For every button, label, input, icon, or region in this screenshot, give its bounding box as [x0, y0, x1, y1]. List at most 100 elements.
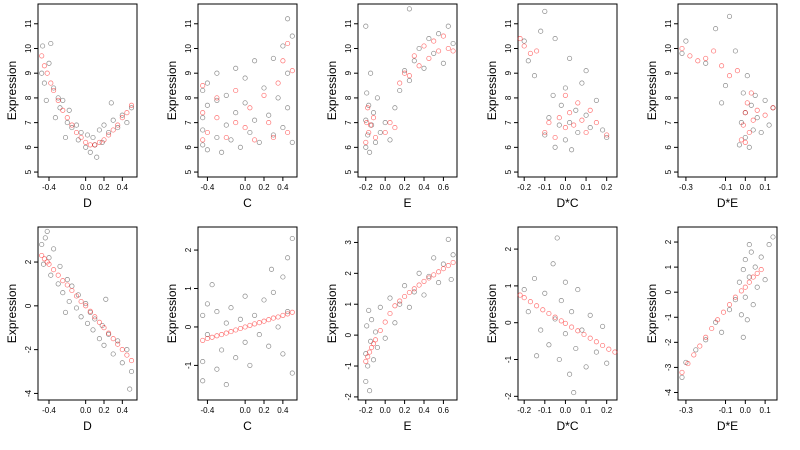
y-tick-label: 7: [184, 120, 193, 125]
x-tick-label: 0.0: [560, 406, 572, 415]
observed-point: [587, 312, 593, 318]
observed-point: [758, 254, 764, 260]
fitted-point: [228, 329, 234, 335]
observed-point: [200, 142, 206, 148]
fitted-point: [546, 310, 552, 317]
x-tick-label: -0.4: [201, 183, 215, 192]
y-axis-label: Expression: [325, 284, 339, 343]
fitted-point: [101, 137, 107, 143]
observed-point: [579, 327, 585, 333]
panel-8: -0.2 0.0 0.2 0.4 0.6 -2 -1 0 1 2 3 E Expression: [325, 226, 458, 433]
observed-point: [280, 274, 286, 280]
observed-point: [219, 149, 225, 155]
observed-point: [546, 115, 552, 121]
y-tick-label: 2: [344, 271, 353, 276]
plot-frame: [357, 3, 458, 178]
observed-point: [679, 374, 685, 380]
observed-point: [204, 102, 210, 108]
observed-point: [365, 363, 371, 369]
observed-point: [552, 144, 558, 150]
y-tick-label: 2: [184, 247, 193, 252]
observed-point: [556, 356, 562, 363]
fitted-point: [41, 63, 47, 69]
observed-point: [266, 343, 272, 349]
fitted-point: [575, 100, 581, 106]
fitted-point: [679, 369, 685, 375]
observed-point: [366, 307, 372, 313]
fitted-point: [542, 129, 548, 136]
observed-point: [289, 370, 295, 376]
y-tick-label: 8: [504, 95, 513, 100]
observed-point: [583, 68, 589, 74]
fitted-point: [266, 317, 272, 323]
observed-point: [766, 242, 772, 248]
observed-point: [261, 297, 267, 303]
fitted-point: [762, 112, 768, 118]
fitted-point: [738, 137, 744, 143]
plot-frame: [197, 3, 298, 178]
fitted-point: [69, 287, 75, 294]
y-tick-label: 6: [344, 145, 353, 150]
observed-point: [200, 378, 206, 384]
fitted-point: [200, 137, 206, 143]
observed-point: [124, 120, 130, 126]
fitted-point: [579, 117, 585, 123]
observed-point: [200, 359, 206, 365]
x-tick-label: 0.4: [418, 183, 430, 192]
observed-point: [247, 362, 253, 368]
observed-point: [411, 289, 417, 295]
observed-point: [365, 132, 371, 138]
fitted-point: [365, 354, 371, 360]
y-tick-label: 8: [24, 95, 33, 100]
y-tick-label: 7: [504, 120, 513, 125]
y-tick-label: 9: [504, 70, 513, 75]
observed-point: [233, 65, 239, 71]
fitted-point: [200, 83, 206, 89]
fitted-point: [270, 315, 276, 321]
x-tick-label: 0.0: [380, 183, 392, 192]
observed-point: [421, 292, 427, 298]
fitted-point: [421, 278, 427, 284]
observed-point: [392, 105, 398, 111]
observed-point: [703, 337, 709, 343]
observed-point: [567, 371, 573, 377]
y-tick-label: -1: [184, 361, 193, 369]
observed-point: [552, 316, 558, 322]
fitted-point: [571, 122, 577, 128]
fitted-point: [552, 314, 558, 320]
observed-point: [62, 134, 69, 141]
panel-3: -0.2 0.0 0.2 0.4 0.6 5 6 7 8 9 10 11 E Expression: [325, 3, 458, 210]
x-tick-label: 0.2: [399, 406, 411, 415]
observed-point: [66, 107, 72, 113]
fitted-point: [368, 122, 374, 128]
observed-point: [525, 309, 531, 315]
y-axis-label: Expression: [5, 61, 19, 120]
observed-point: [550, 92, 556, 98]
observed-point: [542, 132, 548, 138]
fitted-point: [583, 129, 589, 136]
x-tick-label: 0.1: [760, 406, 772, 415]
observed-point: [363, 378, 369, 385]
fitted-point: [703, 334, 709, 340]
x-tick-label: 0.4: [117, 183, 129, 192]
observed-point: [200, 115, 206, 121]
fitted-point: [440, 266, 446, 272]
fitted-point: [450, 259, 456, 266]
observed-point: [242, 339, 248, 345]
fitted-point: [748, 90, 754, 96]
fitted-point: [363, 139, 369, 145]
observed-point: [101, 122, 107, 128]
x-tick-label: 0.4: [277, 183, 289, 192]
fitted-point: [431, 272, 437, 278]
observed-point: [392, 320, 398, 326]
observed-point: [750, 127, 756, 133]
observed-point: [604, 360, 610, 366]
fitted-point: [110, 336, 116, 342]
observed-point: [406, 304, 412, 310]
fitted-point: [387, 120, 393, 126]
fitted-point: [416, 63, 422, 69]
observed-point: [440, 60, 446, 66]
y-tick-label: -2: [344, 393, 353, 401]
x-tick-label: 0.0: [740, 183, 752, 192]
observed-point: [200, 87, 206, 94]
